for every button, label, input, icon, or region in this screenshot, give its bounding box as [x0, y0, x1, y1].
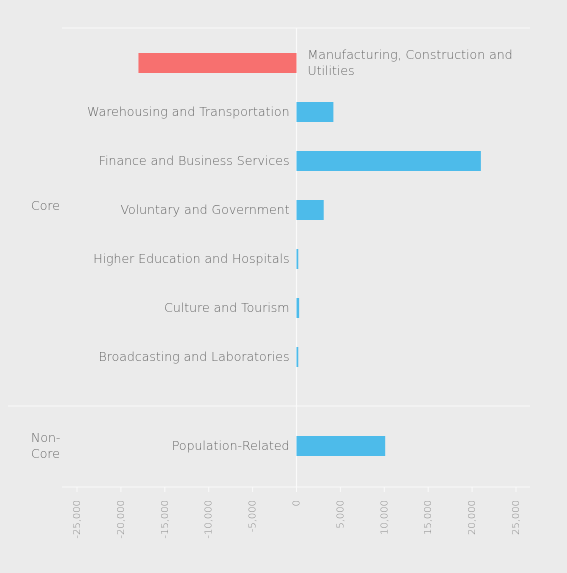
- bar: [296, 151, 481, 171]
- x-tick-label: -25,000: [72, 500, 83, 539]
- x-tick-label: 10,000: [379, 500, 390, 535]
- x-tick-label: 0: [292, 500, 303, 506]
- x-tick-label: 15,000: [423, 500, 434, 535]
- x-tick-label: -15,000: [160, 500, 171, 539]
- group-label: Non-Core: [31, 430, 61, 461]
- x-tick-label: -20,000: [116, 500, 127, 539]
- x-tick-label: -10,000: [204, 500, 215, 539]
- category-label: Manufacturing, Construction and Utilitie…: [307, 47, 513, 78]
- bar: [296, 436, 386, 456]
- bar: [296, 347, 299, 367]
- bar: [296, 298, 300, 318]
- bar: [296, 200, 324, 220]
- category-label: Higher Education and Hospitals: [93, 251, 290, 266]
- category-label: Voluntary and Government: [120, 202, 290, 217]
- category-label: Population-Related: [171, 438, 290, 453]
- category-label: Culture and Tourism: [164, 300, 290, 315]
- x-tick-label: 20,000: [467, 500, 478, 535]
- x-tick-label: -5,000: [248, 500, 259, 532]
- bar: [296, 102, 334, 122]
- x-tick-label: 25,000: [511, 500, 522, 535]
- bar: [296, 249, 299, 269]
- category-label: Warehousing and Transportation: [87, 104, 290, 119]
- group-label: Core: [31, 198, 60, 213]
- bar: [138, 53, 297, 73]
- x-tick-label: 5,000: [335, 500, 346, 529]
- category-label: Broadcasting and Laboratories: [98, 349, 290, 364]
- category-label: Finance and Business Services: [98, 153, 290, 168]
